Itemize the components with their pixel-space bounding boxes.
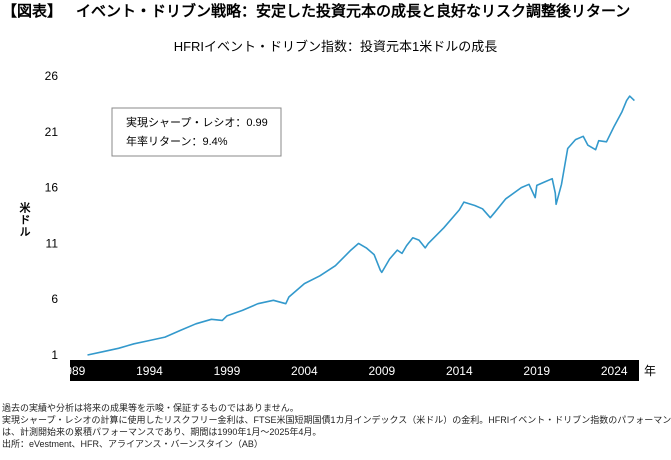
annotation-sharpe-ratio: 実現シャープ・レシオ：0.99: [126, 115, 268, 129]
x-tick-label: 2019: [523, 364, 550, 378]
series-line: [87, 95, 635, 356]
x-tick-label: 1989: [59, 364, 86, 378]
x-tick-label: 2014: [446, 364, 473, 378]
footnote-disclaimer: 過去の実績や分析は将来の成果等を示唆・保証するものではありません。: [2, 403, 299, 413]
x-axis-band: [70, 360, 639, 381]
header-title: イベント・ドリブン戦略：安定した投資元本の成長と良好なリスク調整後リターン: [76, 3, 631, 20]
footnote-period: は、計測開始来の累積パフォーマンスであり、期間は1990年1月～2025年4月。: [2, 427, 322, 437]
y-tick-label: 26: [45, 69, 59, 83]
x-tick-labels: 1989 1994 1999 2004 2009 2014 2019 2024: [59, 364, 628, 378]
chart-title: HFRIイベント・ドリブン指数：投資元本1米ドルの成長: [173, 39, 498, 54]
header-tag: 【図表】: [2, 3, 63, 20]
y-tick-label: 1: [51, 348, 58, 362]
x-tick-label: 2004: [291, 364, 318, 378]
annotation-box: [111, 107, 282, 157]
footnote-sharpe: 実現シャープ・レシオの計算に使用したリスクフリー金利は、FTSE米国短期国債1カ…: [2, 415, 671, 425]
x-axis-unit-label: 年: [644, 364, 656, 378]
footnote-source: 出所：eVestment、HFR、アライアンス・バーンスタイン（AB）: [2, 439, 263, 449]
x-tick-label: 2009: [368, 364, 395, 378]
y-tick-label: 6: [51, 292, 58, 306]
y-axis-label: 米ドル: [18, 202, 30, 238]
y-tick-label: 21: [45, 125, 59, 139]
x-tick-label: 1999: [214, 364, 241, 378]
x-tick-label: 2024: [601, 364, 628, 378]
y-tick-label: 11: [46, 236, 59, 250]
y-tick-label: 16: [45, 181, 59, 195]
x-tick-label: 1994: [136, 364, 163, 378]
page-header: 【図表】 イベント・ドリブン戦略：安定した投資元本の成長と良好なリスク調整後リター…: [2, 0, 630, 21]
annotation-annual-return: 年率リターン：9.4%: [126, 134, 228, 148]
